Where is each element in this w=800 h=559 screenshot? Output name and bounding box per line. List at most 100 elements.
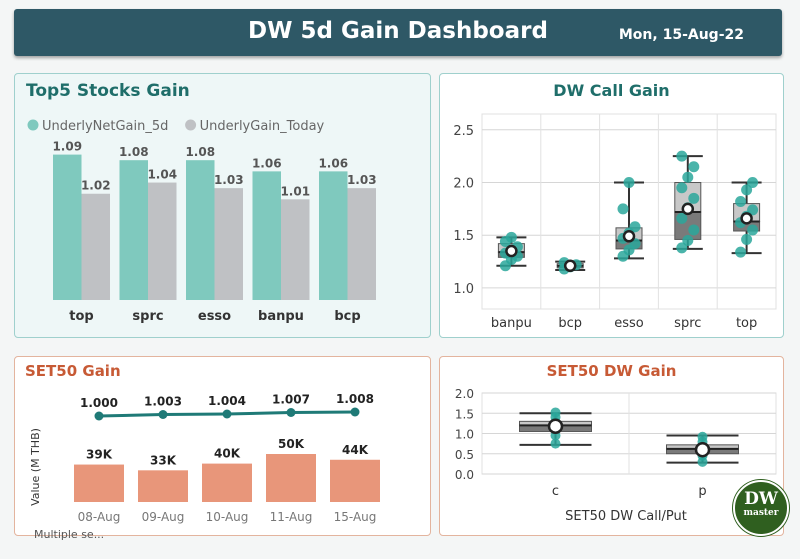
dwcall-panel: DW Call Gain 1.0 1.5 2.0 2.5 banpu bcp esso spr… (439, 73, 784, 338)
set50-x-tick-11-Aug: 11-Aug (270, 510, 313, 524)
set50-title: SET50 Gain (25, 362, 121, 380)
bar-bcp-0 (319, 171, 348, 300)
set50-x-tick-15-Aug: 15-Aug (334, 510, 377, 524)
dwcall-point-top-2 (747, 224, 759, 236)
set50-bar-11-Aug (266, 454, 316, 502)
dwcall-point-sprc-2 (688, 224, 700, 236)
dwcall-point-sprc-7 (682, 171, 694, 183)
set50-bar-label-09-Aug: 33K (150, 453, 177, 467)
bar-label-banpu-1: 1.01 (280, 184, 310, 198)
dwcall-point-top-6 (735, 195, 747, 207)
dwcall-point-esso-6 (617, 203, 629, 215)
bar-label-top-0: 1.09 (52, 140, 82, 154)
dwcall-y-tick-0: 1.0 (453, 282, 474, 297)
dwcall-y-tick-1: 1.5 (453, 229, 474, 244)
x-tick-sprc: sprc (132, 309, 163, 324)
set50-x-tick-10-Aug: 10-Aug (206, 510, 249, 524)
dwcall-point-top-8 (747, 177, 759, 189)
set50-bar-label-08-Aug: 39K (86, 448, 113, 462)
set50-bar-09-Aug (138, 470, 188, 502)
dwcall-mean-banpu (505, 244, 518, 258)
logo-line2: master (743, 508, 779, 518)
set50-chart[interactable]: 39K 08-Aug 33K 09-Aug 40K 10-Aug 50K 11-Aug 44K 1… (15, 357, 430, 535)
x-tick-esso: esso (198, 309, 231, 324)
set50dw-point-c-0 (550, 438, 561, 449)
filter-stub[interactable]: Multiple se... (34, 528, 105, 541)
dwcall-point-sprc-6 (676, 182, 688, 194)
set50dw-x-tick-c: c (552, 484, 559, 499)
dwcall-point-top-7 (741, 184, 753, 196)
set50-x-tick-09-Aug: 09-Aug (142, 510, 185, 524)
bar-label-banpu-0: 1.06 (252, 156, 282, 170)
set50dw-title: SET50 DW Gain (546, 362, 677, 380)
legend-swatch-0 (27, 119, 39, 131)
dwcall-point-esso-5 (629, 221, 641, 233)
set50-line-point-09-Aug (158, 410, 168, 419)
bar-label-esso-0: 1.08 (185, 145, 215, 159)
bar-bcp-1 (347, 188, 376, 300)
dashboard-header: DW 5d Gain Dashboard Mon, 15-Aug-22 (14, 9, 782, 56)
set50dw-y-tick-4: 2.0 (455, 387, 474, 401)
dwcall-x-tick-banpu: banpu (491, 316, 532, 331)
bar-label-sprc-1: 1.04 (147, 168, 177, 182)
set50dw-y-tick-3: 1.5 (455, 407, 474, 421)
dwcall-x-tick-top: top (736, 316, 757, 331)
dashboard-title: DW 5d Gain Dashboard (248, 18, 548, 44)
top5-title: Top5 Stocks Gain (26, 81, 190, 101)
bar-label-bcp-1: 1.03 (347, 173, 377, 187)
set50dw-mean-p (694, 441, 711, 458)
dwcall-point-top-1 (741, 233, 753, 245)
top5-panel: Top5 Stocks Gain UnderlyNetGain_5d Underl… (14, 73, 431, 338)
dwcall-mean-sprc (681, 202, 695, 216)
set50-y-label: Value (M THB) (29, 428, 42, 506)
dwcall-mean-bcp (563, 259, 577, 273)
bar-esso-0 (186, 160, 215, 300)
x-tick-top: top (69, 309, 93, 324)
dwcall-point-sprc-0 (676, 242, 688, 254)
legend-label-0: UnderlyNetGain_5d (42, 119, 168, 134)
dwcall-x-tick-esso: esso (614, 316, 644, 331)
set50-line-label-10-Aug: 1.004 (208, 394, 246, 408)
dwcall-title: DW Call Gain (553, 81, 670, 100)
set50dw-mean-c (547, 418, 564, 434)
top5-chart[interactable]: UnderlyNetGain_5d UnderlyGain_Today 1.09 1.… (15, 74, 430, 337)
dwcall-point-top-5 (747, 204, 759, 216)
set50-bar-label-10-Aug: 40K (214, 447, 241, 461)
bar-esso-1 (214, 188, 243, 300)
set50-bar-label-15-Aug: 44K (342, 443, 369, 457)
set50-line-point-08-Aug (94, 411, 104, 421)
dwcall-point-top-0 (735, 246, 747, 258)
bar-label-sprc-0: 1.08 (119, 145, 149, 159)
bar-label-bcp-0: 1.06 (318, 156, 348, 170)
dwcall-y-tick-2: 2.0 (453, 177, 474, 192)
set50-line-label-08-Aug: 1.000 (80, 396, 118, 410)
set50dw-point-p-5 (697, 431, 708, 442)
set50dw-y-tick-1: 0.5 (455, 448, 474, 462)
set50dw-x-tick-p: p (698, 484, 706, 499)
set50-line-label-15-Aug: 1.008 (336, 392, 374, 406)
legend-label-1: UnderlyGain_Today (200, 119, 325, 134)
dwcall-point-sprc-8 (688, 161, 700, 173)
bar-label-top-1: 1.02 (81, 179, 111, 193)
dwcall-chart[interactable]: 1.01.52.02.5banpubcpessosprctopGain (440, 74, 783, 337)
set50-panel: SET50 Gain 39K 08-Aug 33K 09-Aug 40K 10-Aug 50… (14, 356, 431, 536)
set50dw-y-tick-0: 0.0 (455, 468, 474, 482)
set50-line-label-09-Aug: 1.003 (144, 395, 182, 409)
set50-line-label-11-Aug: 1.007 (272, 393, 310, 407)
dwcall-point-sprc-3 (676, 212, 688, 224)
dwcall-point-sprc-5 (688, 192, 700, 204)
set50-bar-15-Aug (330, 459, 380, 502)
legend-swatch-1 (185, 119, 197, 131)
dwcall-mean-top (740, 212, 753, 225)
report-date: Mon, 15-Aug-22 (618, 27, 744, 43)
bar-banpu-0 (252, 171, 281, 300)
bar-sprc-0 (119, 160, 148, 300)
bar-top-0 (53, 154, 82, 300)
set50-x-tick-08-Aug: 08-Aug (78, 510, 121, 524)
dwcall-plot-frame (481, 113, 777, 310)
set50-bar-label-11-Aug: 50K (278, 437, 305, 451)
set50dw-point-c-6 (550, 407, 561, 418)
set50-bar-08-Aug (74, 464, 124, 502)
dwcall-y-tick-3: 2.5 (453, 124, 474, 139)
